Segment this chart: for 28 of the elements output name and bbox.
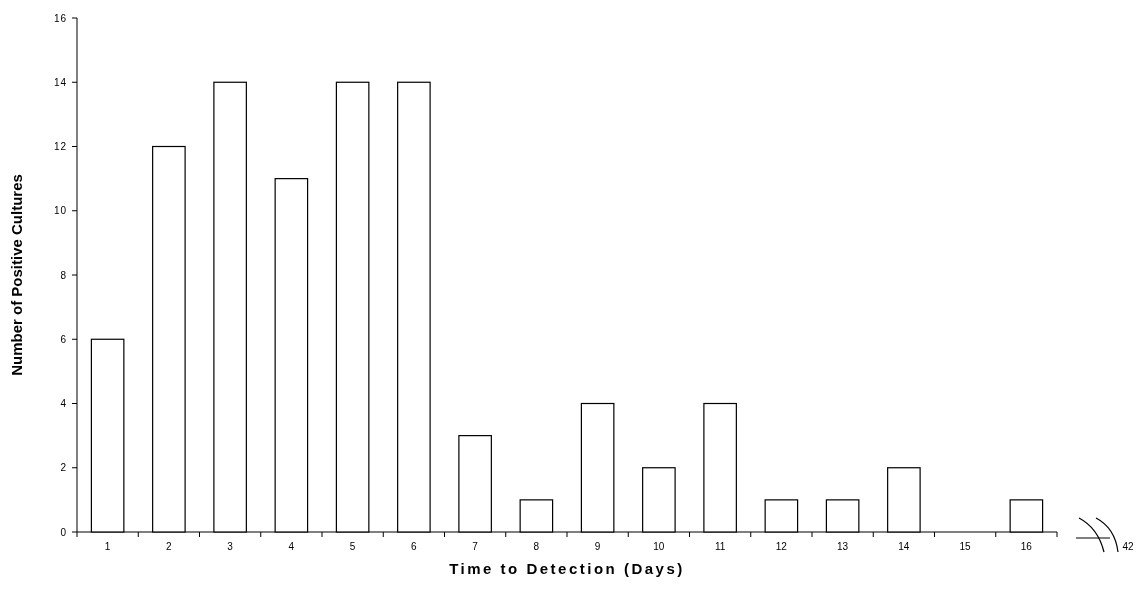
- x-tick-label: 9: [594, 541, 601, 552]
- x-tick-label: 11: [714, 541, 726, 552]
- y-tick-label: 12: [53, 141, 67, 152]
- y-tick-label: 10: [53, 205, 67, 217]
- y-tick-label: 8: [60, 269, 67, 281]
- x-tick-label: 10: [653, 541, 665, 552]
- x-tick-label: 3: [227, 541, 234, 552]
- x-tick-label: 5: [349, 541, 356, 552]
- y-tick-label: 14: [53, 76, 67, 88]
- y-tick-label: 16: [53, 12, 67, 24]
- x-tick-label: 6: [411, 541, 418, 552]
- y-tick-label: 4: [60, 398, 67, 409]
- x-tick-label: 14: [898, 541, 910, 552]
- x-tick-label: 7: [472, 541, 479, 552]
- y-tick-label: 0: [60, 526, 67, 538]
- x-tick-label: 42: [1122, 541, 1134, 552]
- x-tick-label: 2: [166, 541, 173, 552]
- x-tick-label: 8: [533, 541, 540, 552]
- x-axis-title: Time to Detection (Days): [449, 560, 685, 577]
- y-axis-title: Number of Positive Cultures: [8, 174, 25, 376]
- x-tick-label: 16: [1020, 541, 1033, 552]
- x-tick-label: 13: [837, 541, 849, 552]
- y-tick-label: 6: [60, 333, 67, 345]
- y-tick-label: 2: [60, 462, 67, 474]
- x-tick-label: 15: [959, 541, 972, 552]
- x-tick-label: 12: [775, 541, 788, 552]
- x-tick-label: 4: [288, 541, 295, 552]
- x-tick-label: 1: [104, 541, 111, 552]
